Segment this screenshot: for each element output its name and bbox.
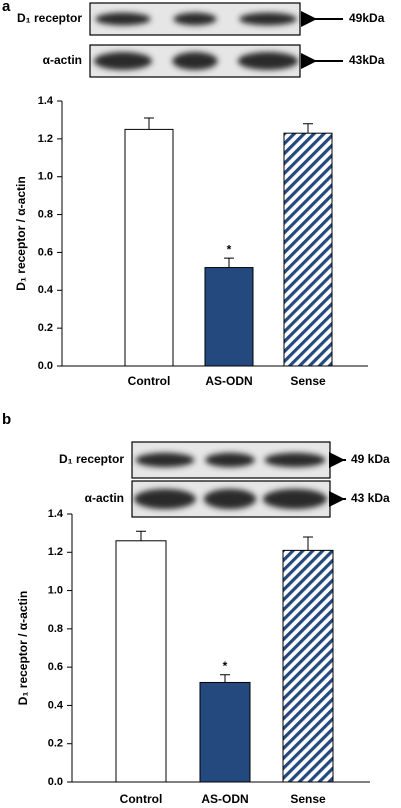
error-bar — [303, 123, 313, 134]
blot-band — [95, 12, 151, 26]
error-bar — [144, 117, 154, 130]
blot-size: 43 kDa — [351, 491, 390, 505]
y-tick-label: 0.2 — [48, 738, 63, 750]
y-tick-label: 1.0 — [38, 171, 53, 183]
y-tick-label: 0.8 — [38, 208, 53, 220]
blot-label: α-actin — [43, 53, 82, 67]
error-bar — [303, 536, 313, 551]
y-tick-label: 0.0 — [38, 360, 53, 372]
blot-band — [172, 52, 218, 70]
blot-band — [173, 12, 217, 26]
x-tick-label: AS-ODN — [205, 374, 252, 388]
blot-label: α-actin — [85, 491, 124, 505]
y-tick-label: 1.4 — [38, 95, 54, 107]
x-tick-label: Control — [120, 792, 163, 806]
bar — [282, 549, 334, 783]
blot-size: 49 kDa — [351, 452, 390, 466]
y-axis-label: D₁ receptor / α-actin — [16, 591, 30, 705]
blot-size: 43kDa — [349, 53, 385, 67]
y-tick-label: 0.2 — [38, 322, 53, 334]
significance-marker: * — [223, 659, 228, 673]
error-bar — [220, 674, 230, 683]
y-tick-label: 1.2 — [48, 546, 63, 558]
blot-size: 49kDa — [349, 11, 385, 25]
error-bar — [136, 530, 146, 541]
y-tick-label: 0.4 — [38, 284, 54, 296]
bar — [124, 128, 174, 367]
bar — [115, 540, 167, 783]
blot-band — [264, 452, 326, 468]
y-tick-label: 0.8 — [48, 623, 63, 635]
blot-band — [134, 488, 196, 510]
panel-label: b — [2, 411, 11, 428]
bar — [204, 267, 254, 367]
x-tick-label: Control — [128, 374, 171, 388]
blot-band — [205, 452, 255, 468]
blot-band — [237, 52, 299, 70]
y-axis-label: D₁ receptor / α-actin — [14, 176, 28, 290]
x-tick-label: Sense — [290, 792, 326, 806]
blot-label: D₁ receptor — [17, 11, 82, 25]
y-tick-label: 1.2 — [38, 133, 53, 145]
panel-label: a — [2, 0, 11, 15]
x-tick-label: Sense — [290, 374, 326, 388]
blot-band — [262, 488, 328, 510]
y-tick-label: 0.0 — [48, 776, 63, 788]
y-tick-label: 0.6 — [48, 661, 63, 673]
x-tick-label: AS-ODN — [201, 792, 248, 806]
error-bar — [224, 257, 234, 268]
bar — [199, 681, 251, 783]
bar — [283, 132, 333, 367]
y-tick-label: 1.0 — [48, 584, 63, 596]
blot-band — [135, 452, 195, 468]
y-tick-label: 0.6 — [38, 246, 53, 258]
significance-marker: * — [227, 242, 232, 256]
blot-label: D₁ receptor — [59, 452, 124, 466]
blot-band — [239, 12, 297, 26]
y-tick-label: 1.4 — [48, 508, 64, 520]
blot-band — [203, 488, 257, 510]
blot-band — [93, 52, 153, 70]
y-tick-label: 0.4 — [48, 699, 64, 711]
